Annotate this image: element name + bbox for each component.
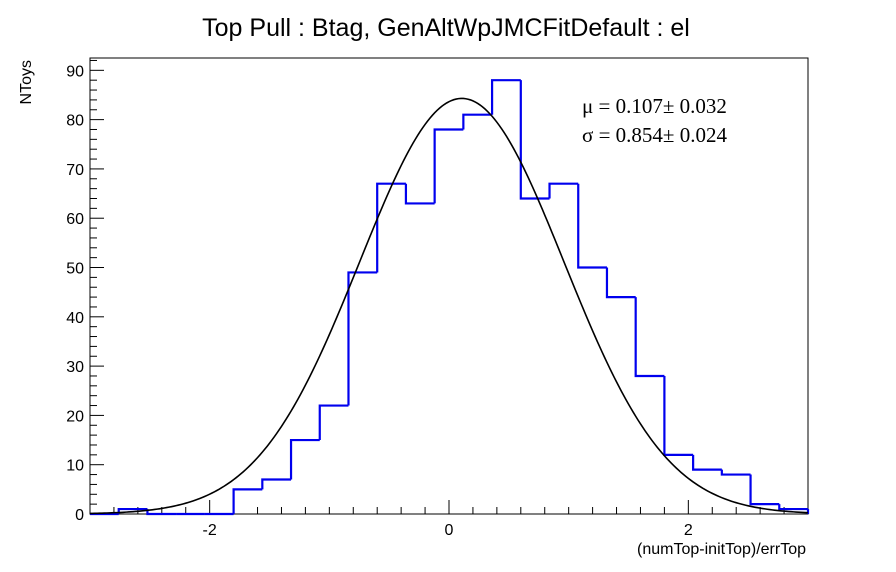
histogram-bin bbox=[462, 113, 493, 130]
histogram-bin bbox=[720, 469, 751, 476]
histogram-bin bbox=[778, 504, 808, 511]
histogram-bin bbox=[577, 183, 607, 269]
histogram-bin bbox=[663, 375, 694, 456]
histogram-bin bbox=[232, 488, 263, 514]
histogram-bin bbox=[318, 404, 349, 441]
stats-mu: μ = 0.107± 0.032 bbox=[582, 94, 727, 118]
histogram-bin bbox=[261, 478, 292, 490]
y-tick-label: 0 bbox=[75, 507, 84, 524]
gaussian-fit-curve bbox=[89, 97, 809, 515]
y-tick-label: 80 bbox=[66, 113, 84, 130]
histogram-bin bbox=[433, 128, 464, 204]
histogram-bin bbox=[634, 297, 665, 378]
chart-title: Top Pull : Btag, GenAltWpJMCFitDefault :… bbox=[202, 14, 690, 42]
y-tick-label: 60 bbox=[66, 211, 84, 228]
y-axis-label: NToys bbox=[18, 60, 35, 104]
histogram-bin bbox=[548, 182, 579, 199]
y-tick-label: 10 bbox=[66, 458, 84, 475]
x-tick-label: -2 bbox=[203, 522, 217, 539]
y-tick-label: 20 bbox=[66, 408, 84, 425]
x-axis-label: (numTop-initTop)/errTop bbox=[637, 541, 806, 558]
histogram-bin bbox=[519, 80, 550, 200]
histogram-bin bbox=[605, 267, 636, 299]
histogram-bin bbox=[749, 474, 780, 506]
y-tick-label: 30 bbox=[66, 359, 84, 376]
x-tick-label: 2 bbox=[684, 522, 693, 539]
histogram-bin bbox=[289, 438, 320, 480]
stats-sigma: σ = 0.854± 0.024 bbox=[582, 123, 727, 147]
histogram-bin bbox=[692, 454, 722, 471]
x-tick-label: 0 bbox=[445, 522, 454, 539]
histogram-bin bbox=[404, 183, 435, 205]
y-tick-label: 90 bbox=[66, 63, 84, 80]
y-tick-label: 40 bbox=[66, 310, 84, 327]
histogram-bin bbox=[376, 182, 406, 273]
histogram-bin bbox=[347, 271, 378, 406]
histogram-bin bbox=[490, 79, 521, 115]
y-tick-label: 50 bbox=[66, 261, 84, 278]
y-tick-label: 70 bbox=[66, 162, 84, 179]
